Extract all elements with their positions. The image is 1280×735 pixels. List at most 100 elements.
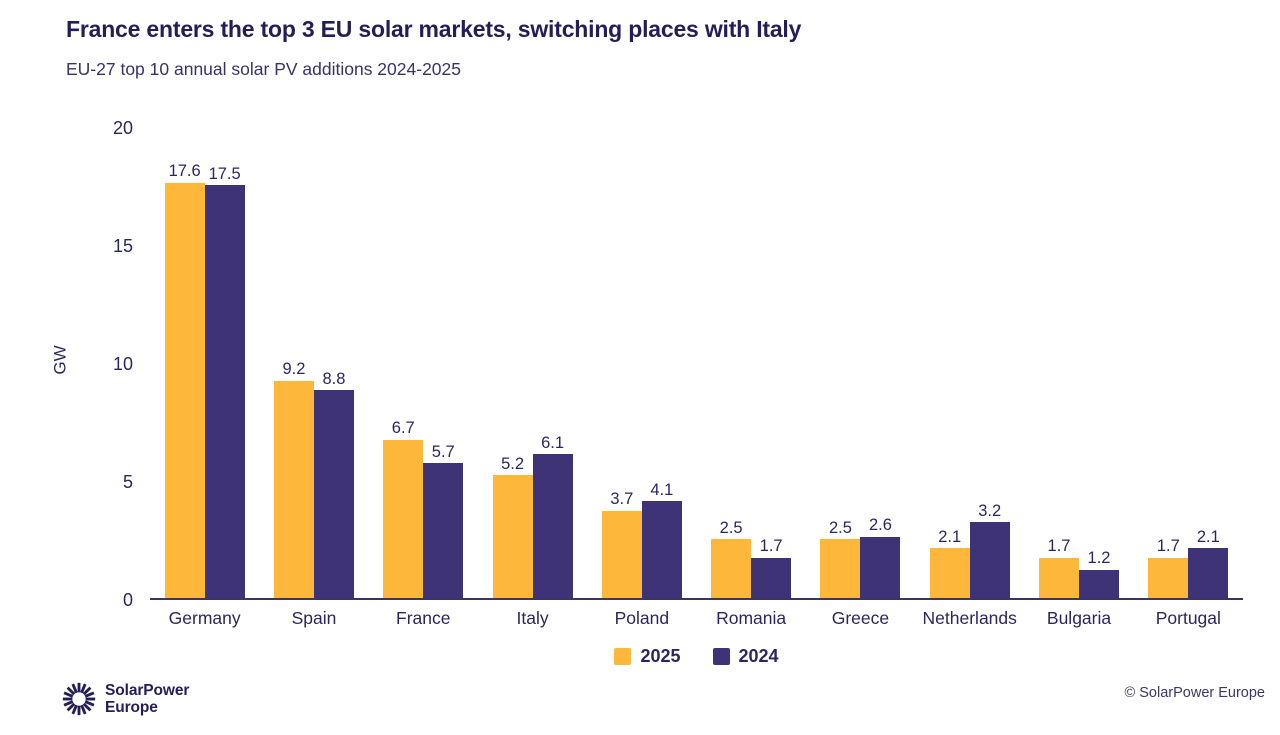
bar-value-label: 5.7 <box>431 442 455 461</box>
bar-value-label: 3.2 <box>978 501 1002 520</box>
chart-title: France enters the top 3 EU solar markets… <box>66 16 802 42</box>
bar-column: 1.7 <box>1148 537 1189 598</box>
legend-swatch <box>614 648 632 665</box>
bar-value-label: 6.7 <box>391 419 415 438</box>
logo-text-line2: Europe <box>105 699 158 716</box>
x-axis-label: Greece <box>831 608 890 628</box>
bar-value-label: 2.5 <box>719 518 743 537</box>
bar-group-spain: 9.2 8.8 <box>259 128 368 598</box>
solarpower-europe-logo: SolarPower Europe <box>60 679 189 719</box>
bar-2024 <box>969 522 1010 598</box>
logo-text: SolarPower Europe <box>105 682 189 717</box>
bar-value-label: 1.2 <box>1087 549 1111 568</box>
bar-value-label: 2.5 <box>828 518 852 537</box>
bar-value-label: 9.2 <box>282 360 306 379</box>
bar-2024 <box>641 501 682 598</box>
bar-2024 <box>860 536 901 598</box>
bar-2024 <box>423 463 464 598</box>
x-axis-label: Spain <box>291 608 337 628</box>
bar-column: 1.2 <box>1079 549 1120 598</box>
bar-value-label: 1.7 <box>1156 537 1180 556</box>
y-axis-tick: 20 <box>112 118 133 138</box>
bar-2025 <box>1148 557 1189 598</box>
bar-2025 <box>929 548 970 598</box>
plot-area: 17.6 17.5 9.2 8.8 6.7 5.7 5.2 6.1 3.7 4.1 2.5 1.7 2.… <box>150 128 1243 600</box>
bar-column: 6.1 <box>532 435 573 598</box>
bar-2025 <box>492 475 533 598</box>
bar-group-france: 6.7 5.7 <box>369 128 478 598</box>
bar-column: 2.5 <box>820 518 861 598</box>
bar-column: 17.5 <box>204 164 245 598</box>
bar-value-label: 2.1 <box>1196 527 1220 546</box>
bar-group-bulgaria: 1.7 1.2 <box>1024 128 1133 598</box>
bar-group-greece: 2.5 2.6 <box>806 128 915 598</box>
y-axis-tick: 15 <box>112 236 133 256</box>
x-axis-label: Bulgaria <box>1046 608 1112 628</box>
bar-column: 4.1 <box>641 480 682 598</box>
bar-2024 <box>751 557 792 598</box>
bar-2025 <box>820 539 861 598</box>
bar-2025 <box>273 380 314 598</box>
bar-value-label: 17.5 <box>208 164 241 183</box>
bar-group-portugal: 1.7 2.1 <box>1134 128 1243 598</box>
bar-value-label: 17.6 <box>168 162 201 181</box>
bar-column: 3.7 <box>601 490 642 598</box>
bar-column: 17.6 <box>164 162 205 598</box>
x-axis-label: Italy <box>516 608 549 628</box>
bar-2024 <box>1079 569 1120 598</box>
bar-value-label: 3.7 <box>610 490 634 509</box>
bar-column: 3.2 <box>969 501 1010 598</box>
legend-item-2024: 2024 <box>712 646 779 667</box>
bar-column: 9.2 <box>273 360 314 598</box>
bar-value-label: 8.8 <box>322 369 346 388</box>
bar-group-germany: 17.6 17.5 <box>150 128 259 598</box>
bar-column: 2.6 <box>860 516 901 598</box>
sunburst-icon <box>61 682 97 717</box>
bar-value-label: 2.1 <box>938 527 962 546</box>
bar-value-label: 1.7 <box>1047 537 1071 556</box>
bar-2024 <box>1188 548 1229 598</box>
bar-2025 <box>164 182 205 598</box>
x-axis-label: France <box>396 608 451 628</box>
y-axis-tick: 5 <box>122 472 133 492</box>
x-axis-label: Germany <box>168 608 241 628</box>
bar-column: 1.7 <box>1039 537 1080 598</box>
legend-label: 2024 <box>738 646 779 666</box>
bar-column: 5.7 <box>423 442 464 598</box>
bar-value-label: 2.6 <box>868 516 892 535</box>
bar-value-label: 1.7 <box>759 537 783 556</box>
x-axis-label: Poland <box>614 608 670 628</box>
bar-2025 <box>383 439 424 598</box>
bar-2024 <box>313 390 354 598</box>
y-axis-tick: 0 <box>122 590 133 610</box>
bar-column: 8.8 <box>313 369 354 598</box>
legend-item-2025: 2025 <box>614 646 681 667</box>
bar-column: 1.7 <box>751 537 792 598</box>
legend-swatch <box>712 648 730 665</box>
bar-column: 5.2 <box>492 454 533 598</box>
copyright-notice: © SolarPower Europe <box>1124 685 1265 701</box>
logo-text-line1: SolarPower <box>105 681 190 699</box>
x-axis-label: Netherlands <box>922 608 1017 628</box>
y-axis-tick: 10 <box>112 354 133 374</box>
bar-column: 6.7 <box>383 419 424 598</box>
chart-subtitle: EU-27 top 10 annual solar PV additions 2… <box>66 59 461 79</box>
y-axis-label: GW <box>50 345 70 375</box>
bar-2024 <box>532 454 573 598</box>
y-axis-ticks: 0 5 10 15 20 <box>88 119 133 609</box>
bar-2025 <box>1039 557 1080 598</box>
bar-group-romania: 2.5 1.7 <box>696 128 805 598</box>
x-axis-label: Romania <box>716 608 787 628</box>
bar-group-poland: 3.7 4.1 <box>587 128 696 598</box>
bar-group-netherlands: 2.1 3.2 <box>915 128 1024 598</box>
bar-2025 <box>601 510 642 598</box>
bar-value-label: 4.1 <box>650 480 674 499</box>
x-axis-label: Portugal <box>1155 608 1221 628</box>
legend-label: 2025 <box>640 646 681 666</box>
bar-2025 <box>711 539 752 598</box>
bar-value-label: 5.2 <box>501 454 524 473</box>
x-axis-labels: Germany Spain France Italy Poland Romania Gree… <box>150 608 1243 629</box>
bar-column: 2.5 <box>711 518 752 598</box>
bar-2024 <box>204 185 245 598</box>
